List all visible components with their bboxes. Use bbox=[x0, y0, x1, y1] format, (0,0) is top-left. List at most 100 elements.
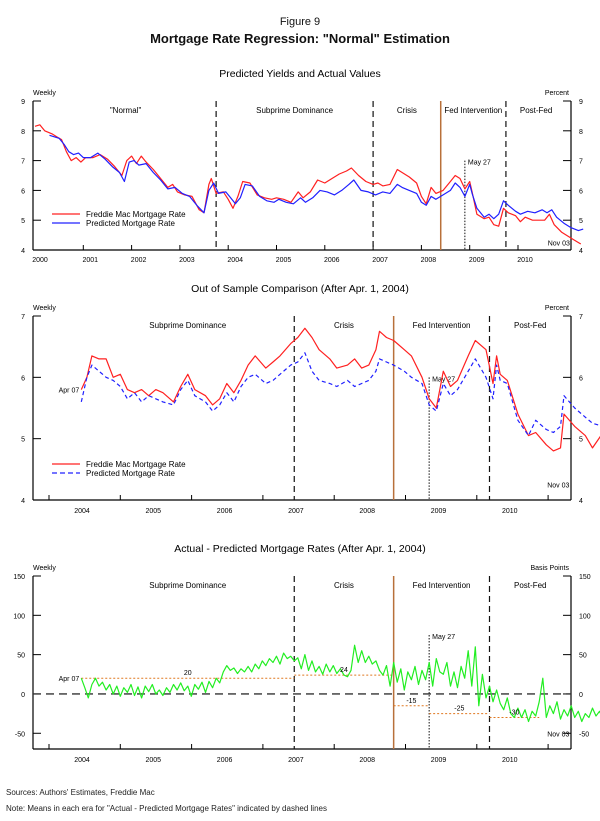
right-unit-label: Percent bbox=[545, 90, 569, 97]
y-tick-label-left: 150 bbox=[13, 574, 25, 581]
x-tick-label: 2000 bbox=[32, 257, 48, 264]
y-tick-label-left: 4 bbox=[21, 498, 25, 505]
x-tick-label: 2005 bbox=[276, 257, 292, 264]
annotation-label: Nov 03 bbox=[547, 731, 569, 738]
chart-title: Predicted Yields and Actual Values bbox=[219, 68, 381, 80]
y-tick-label-right: 7 bbox=[579, 159, 583, 166]
x-tick-label: 2008 bbox=[359, 757, 375, 764]
legend-label: Predicted Mortgage Rate bbox=[86, 469, 175, 478]
series-line-predicted bbox=[49, 134, 584, 232]
era-label: Fed Intervention bbox=[413, 321, 471, 330]
x-tick-label: 2006 bbox=[324, 257, 340, 264]
chart-predicted-yields: Predicted Yields and Actual Values Weekly… bbox=[21, 68, 584, 264]
y-tick-label-right: 9 bbox=[579, 99, 583, 106]
era-label: Subprime Dominance bbox=[256, 106, 333, 115]
x-tick-label: 2006 bbox=[217, 757, 233, 764]
era-label: Fed Intervention bbox=[413, 581, 471, 590]
chart-title: Actual - Predicted Mortgage Rates (After… bbox=[174, 543, 426, 555]
era-mean-label: -25 bbox=[454, 706, 464, 713]
y-tick-label-left: 8 bbox=[21, 129, 25, 136]
series-line-actual bbox=[80, 327, 600, 452]
y-tick-label-left: 6 bbox=[21, 375, 25, 382]
y-tick-label-right: 4 bbox=[579, 248, 583, 255]
x-tick-label: 2002 bbox=[131, 257, 147, 264]
x-tick-label: 2010 bbox=[502, 508, 518, 515]
left-unit-label: Weekly bbox=[33, 90, 56, 97]
y-tick-label-left: 6 bbox=[21, 188, 25, 195]
left-unit-label: Weekly bbox=[33, 565, 56, 572]
y-tick-label-left: 7 bbox=[21, 159, 25, 166]
series-line-difference bbox=[80, 644, 600, 723]
era-label: Crisis bbox=[397, 106, 417, 115]
era-label: Fed Intervention bbox=[444, 106, 502, 115]
x-tick-label: 2004 bbox=[227, 257, 243, 264]
right-unit-label: Percent bbox=[545, 305, 569, 312]
x-tick-label: 2005 bbox=[146, 508, 162, 515]
annotation-label: Nov 03 bbox=[547, 483, 569, 490]
x-tick-label: 2006 bbox=[217, 508, 233, 515]
y-tick-label-left: 5 bbox=[21, 437, 25, 444]
legend-label: Freddie Mac Mortgage Rate bbox=[86, 460, 186, 469]
era-label: Crisis bbox=[334, 321, 354, 330]
y-tick-label-left: 4 bbox=[21, 248, 25, 255]
x-tick-label: 2010 bbox=[502, 757, 518, 764]
y-tick-label-right: 5 bbox=[579, 218, 583, 225]
era-label: Post-Fed bbox=[514, 581, 546, 590]
x-tick-label: 2004 bbox=[74, 757, 90, 764]
right-unit-label: Basis Points bbox=[530, 565, 569, 572]
series-line-actual bbox=[34, 124, 582, 245]
x-tick-label: 2005 bbox=[146, 757, 162, 764]
x-tick-label: 2001 bbox=[83, 257, 99, 264]
y-tick-label-left: -50 bbox=[15, 731, 25, 738]
x-tick-label: 2009 bbox=[431, 757, 447, 764]
era-label: Post-Fed bbox=[514, 321, 546, 330]
era-label: "Normal" bbox=[110, 106, 142, 115]
y-tick-label-right: 6 bbox=[579, 375, 583, 382]
y-tick-label-left: 5 bbox=[21, 218, 25, 225]
annotation-label: Apr 07 bbox=[59, 676, 80, 683]
era-label: Subprime Dominance bbox=[149, 321, 226, 330]
legend-label: Freddie Mac Mortgage Rate bbox=[86, 210, 186, 219]
y-tick-label-right: 4 bbox=[579, 498, 583, 505]
era-mean-label: 24 bbox=[340, 667, 348, 674]
y-tick-label-left: 0 bbox=[21, 692, 25, 699]
footer-sources: Sources: Authors' Estimates, Freddie Mac bbox=[6, 788, 155, 797]
y-tick-label-right: 100 bbox=[579, 613, 591, 620]
y-tick-label-left: 50 bbox=[17, 653, 25, 660]
x-tick-label: 2007 bbox=[288, 508, 304, 515]
y-tick-label-right: 8 bbox=[579, 129, 583, 136]
era-mean-label: -30 bbox=[509, 710, 519, 717]
y-tick-label-left: 100 bbox=[13, 613, 25, 620]
event-label: May 27 bbox=[432, 634, 455, 641]
x-tick-label: 2007 bbox=[288, 757, 304, 764]
chart-out-of-sample: Out of Sample Comparison (After Apr. 1, … bbox=[21, 283, 600, 515]
era-label: Subprime Dominance bbox=[149, 581, 226, 590]
y-tick-label-left: 9 bbox=[21, 99, 25, 106]
era-mean-label: 20 bbox=[184, 670, 192, 677]
figure-title: Mortgage Rate Regression: "Normal" Estim… bbox=[150, 31, 450, 46]
figure-label: Figure 9 bbox=[279, 16, 321, 28]
event-label: May 27 bbox=[468, 160, 491, 167]
x-tick-label: 2010 bbox=[517, 257, 533, 264]
chart-title: Out of Sample Comparison (After Apr. 1, … bbox=[191, 283, 409, 295]
x-tick-label: 2009 bbox=[431, 508, 447, 515]
annotation-label: Nov 03 bbox=[548, 241, 570, 248]
event-label: May 27 bbox=[432, 376, 455, 383]
y-tick-label-right: 6 bbox=[579, 188, 583, 195]
x-tick-label: 2004 bbox=[74, 508, 90, 515]
y-tick-label-right: 150 bbox=[579, 574, 591, 581]
footer-note: Note: Means in each era for "Actual - Pr… bbox=[6, 804, 327, 813]
series-line-predicted bbox=[80, 352, 600, 437]
y-tick-label-right: 50 bbox=[579, 653, 587, 660]
x-tick-label: 2009 bbox=[469, 257, 485, 264]
chart-actual-minus-predicted: Actual - Predicted Mortgage Rates (After… bbox=[13, 543, 600, 764]
x-tick-label: 2008 bbox=[421, 257, 437, 264]
x-tick-label: 2008 bbox=[359, 508, 375, 515]
y-tick-label-right: 7 bbox=[579, 314, 583, 321]
annotation-label: Apr 07 bbox=[59, 388, 80, 395]
x-tick-label: 2003 bbox=[179, 257, 195, 264]
y-tick-label-right: 0 bbox=[579, 692, 583, 699]
left-unit-label: Weekly bbox=[33, 305, 56, 312]
y-tick-label-left: 7 bbox=[21, 314, 25, 321]
era-label: Crisis bbox=[334, 581, 354, 590]
